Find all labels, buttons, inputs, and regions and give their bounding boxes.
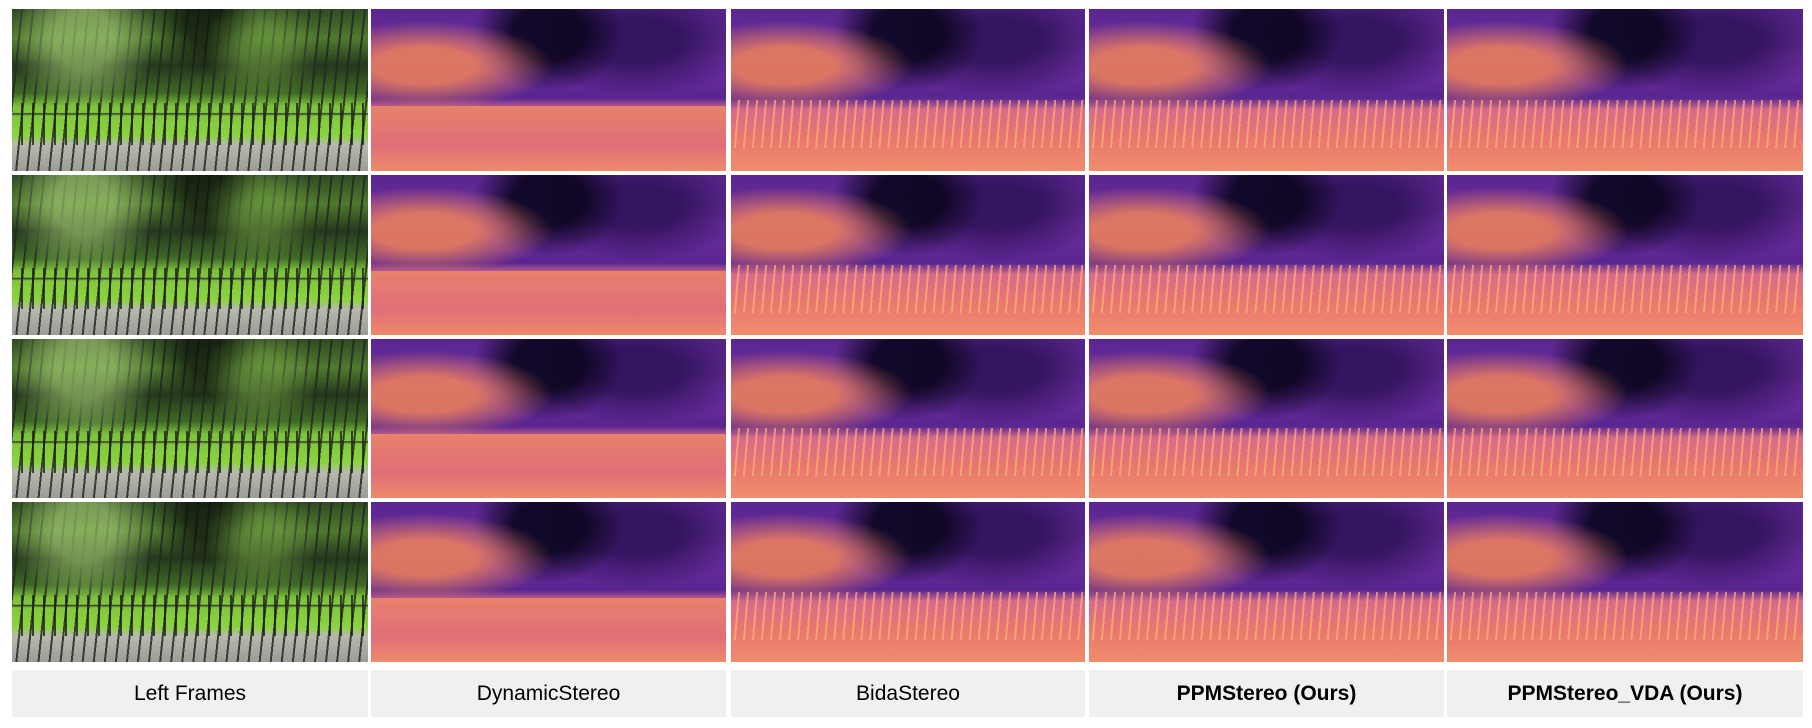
- column-label-ppmstereo-vda: PPMStereo_VDA (Ours): [1447, 670, 1803, 717]
- ppmstereo-disparity-row-4: [1089, 502, 1444, 662]
- column-label-left-frames: Left Frames: [12, 670, 368, 717]
- ppmstereo-vda-disparity-row-3: [1447, 339, 1803, 498]
- dynamicstereo-disparity-row-2: [371, 175, 726, 335]
- bidastereo-disparity-row-1: [731, 9, 1085, 171]
- bidastereo-disparity-row-3: [731, 339, 1085, 498]
- ppmstereo-vda-disparity-row-1: [1447, 9, 1803, 171]
- left-frame-row-1: [12, 9, 368, 171]
- ppmstereo-disparity-row-1: [1089, 9, 1444, 171]
- ppmstereo-disparity-row-2: [1089, 175, 1444, 335]
- bidastereo-disparity-row-2: [731, 175, 1085, 335]
- ppmstereo-vda-disparity-row-2: [1447, 175, 1803, 335]
- left-frame-row-3: [12, 339, 368, 498]
- dynamicstereo-disparity-row-4: [371, 502, 726, 662]
- dynamicstereo-disparity-row-3: [371, 339, 726, 498]
- bidastereo-disparity-row-4: [731, 502, 1085, 662]
- left-frame-row-4: [12, 502, 368, 662]
- left-frame-row-2: [12, 175, 368, 335]
- dynamicstereo-disparity-row-1: [371, 9, 726, 171]
- column-label-ppmstereo: PPMStereo (Ours): [1089, 670, 1444, 717]
- column-label-bidastereo: BidaStereo: [731, 670, 1085, 717]
- column-label-dynamicstereo: DynamicStereo: [371, 670, 726, 717]
- ppmstereo-disparity-row-3: [1089, 339, 1444, 498]
- ppmstereo-vda-disparity-row-4: [1447, 502, 1803, 662]
